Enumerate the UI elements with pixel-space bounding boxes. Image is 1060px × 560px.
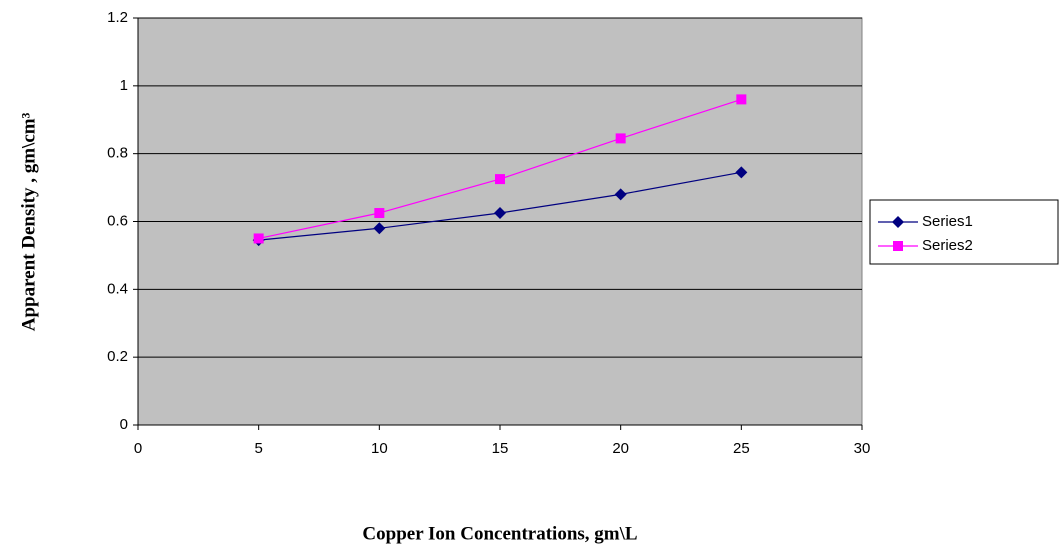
legend-marker: [892, 216, 904, 228]
marker: [736, 94, 747, 105]
marker: [615, 133, 626, 144]
x-tick-label: 5: [254, 440, 262, 457]
legend-label: Series2: [922, 237, 973, 254]
y-tick-label: 1.2: [107, 9, 128, 26]
x-tick-label: 15: [492, 440, 509, 457]
y-axis-title: Apparent Density , gm\cm³: [18, 112, 39, 331]
marker: [373, 222, 386, 235]
x-tick-label: 20: [612, 440, 629, 457]
marker: [614, 188, 627, 201]
y-tick-label: 0: [120, 416, 128, 433]
marker: [735, 166, 748, 179]
legend-label: Series1: [922, 213, 973, 230]
legend: [869, 199, 1059, 265]
legend-marker: [893, 241, 903, 251]
x-tick-label: 10: [371, 440, 388, 457]
x-axis-title: Copper Ion Concentrations, gm\L: [362, 523, 637, 544]
y-tick-label: 1: [120, 77, 128, 94]
y-tick-label: 0.6: [107, 212, 128, 229]
marker: [374, 208, 385, 219]
x-tick-label: 0: [134, 440, 142, 457]
marker: [253, 233, 264, 244]
marker: [495, 174, 505, 185]
x-tick-label: 30: [854, 440, 871, 457]
y-tick-label: 0.2: [107, 348, 128, 365]
marker: [494, 207, 506, 220]
y-tick-label: 0.4: [107, 280, 128, 297]
x-tick-label: 25: [733, 440, 750, 457]
y-tick-label: 0.8: [107, 145, 128, 162]
